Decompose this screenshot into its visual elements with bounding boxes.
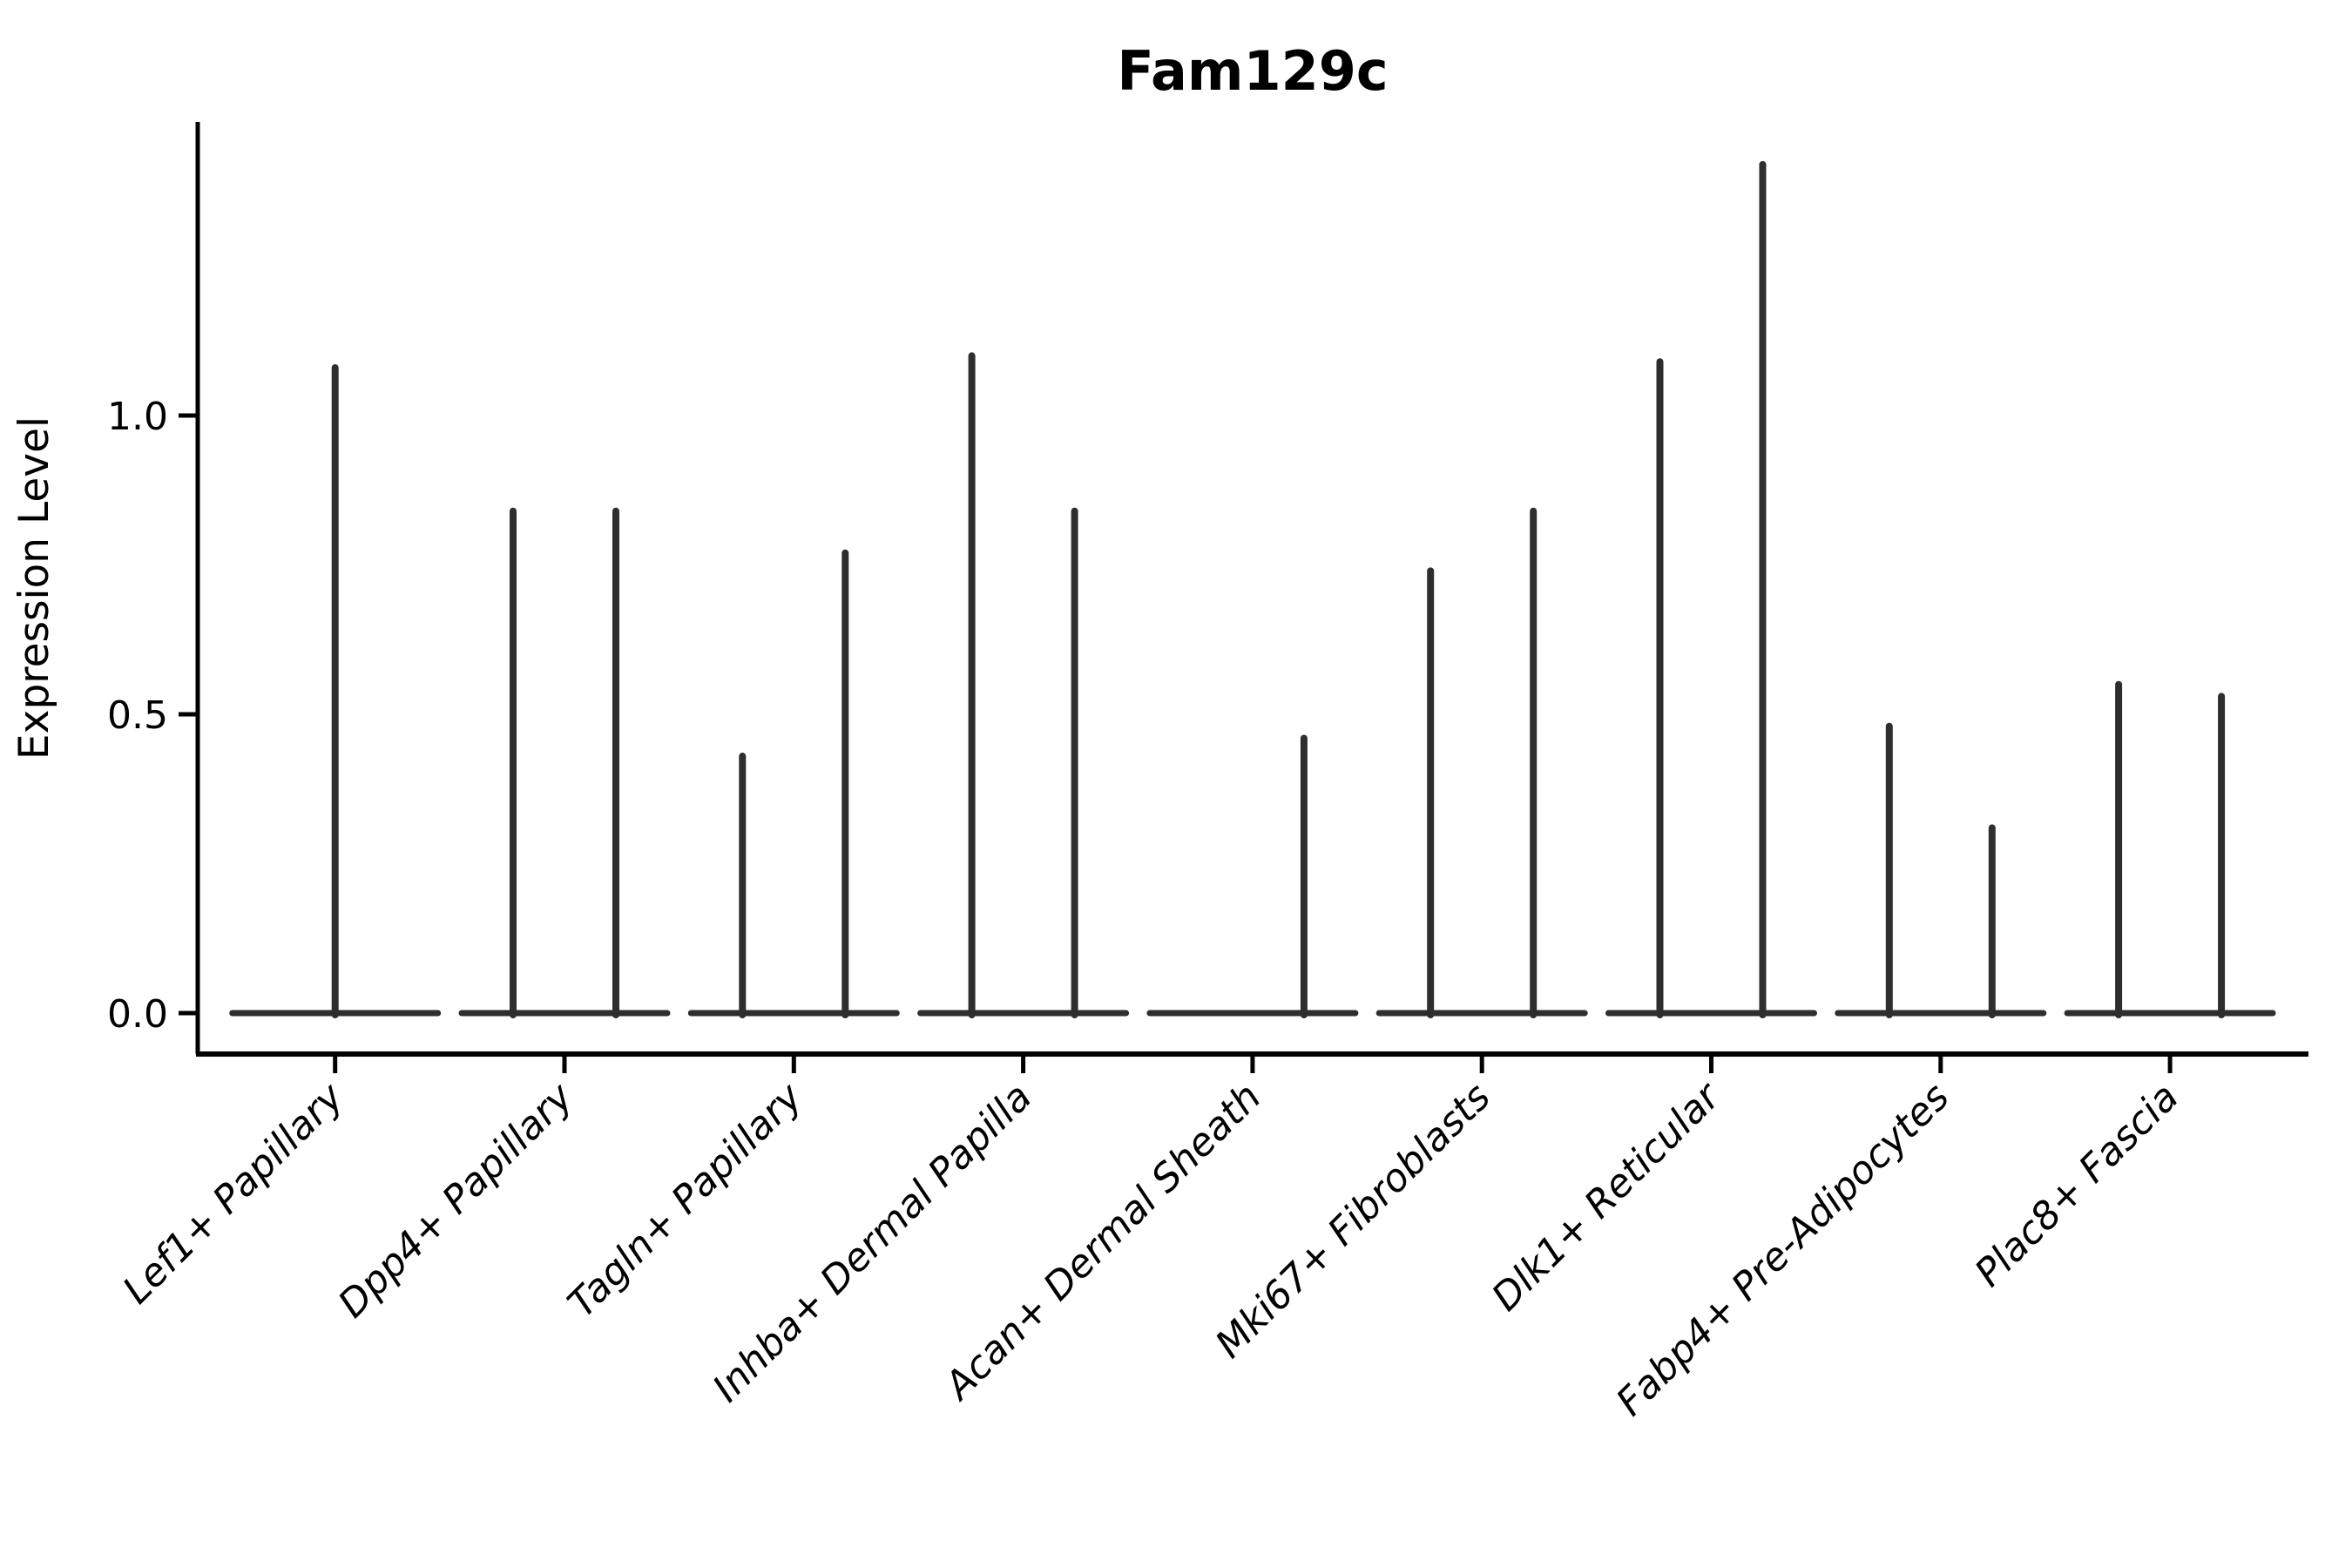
violin-group [458,507,671,1018]
violin-group [1146,734,1359,1018]
axes: 0.0 0.5 1.0 [107,122,2308,1073]
y-tick-label: 0.5 [107,693,168,738]
chart-title: Fam129c [1117,39,1388,103]
x-category-label: Dpp4+ Papillary [330,1074,583,1327]
y-tick-label: 0.0 [107,992,168,1037]
violins-layer [229,160,2276,1018]
violin-group [2064,680,2276,1018]
x-category-label: Lef1+ Papillary [114,1074,353,1313]
x-category-label: Plac8+ Fascia [1966,1075,2186,1295]
violin-group [917,352,1130,1018]
violin-group [229,364,442,1018]
violin-group [1835,722,2047,1018]
y-tick-label: 1.0 [107,395,168,439]
violin-group [1375,507,1588,1018]
violin-group [1605,160,1817,1018]
x-category-label: Tagln+ Papillary [559,1074,811,1326]
x-category-label: Dlk1+ Reticular [1484,1073,1730,1320]
y-axis-label: Expression Level [10,416,58,760]
violin-group [687,549,900,1018]
